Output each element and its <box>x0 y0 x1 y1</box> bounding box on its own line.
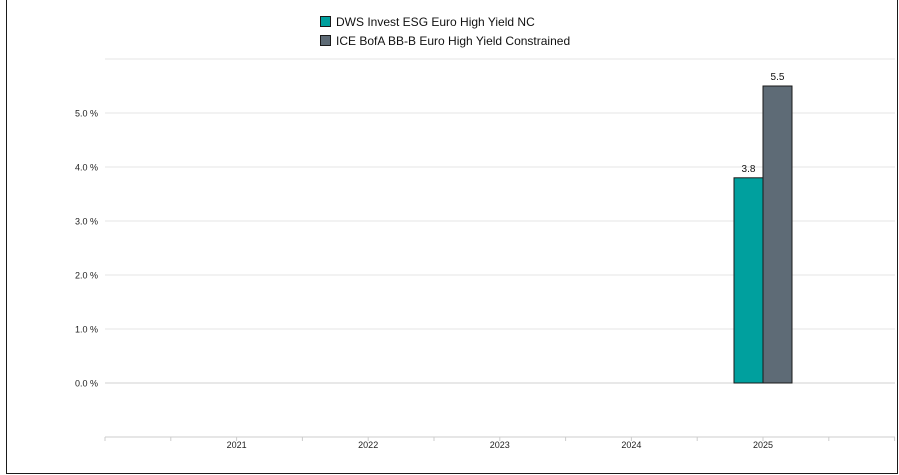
y-tick-label-2: 2.0 % <box>75 271 98 281</box>
legend-label-benchmark: ICE BofA BB-B Euro High Yield Constraine… <box>336 33 571 48</box>
y-tick-label-1: 1.0 % <box>75 325 98 335</box>
legend-swatch-fund <box>320 16 331 27</box>
legend-item-benchmark[interactable]: ICE BofA BB-B Euro High Yield Constraine… <box>320 31 570 50</box>
legend-label-fund: DWS Invest ESG Euro High Yield NC <box>336 14 535 29</box>
legend: DWS Invest ESG Euro High Yield NC ICE Bo… <box>320 12 570 50</box>
y-tick-label-4: 4.0 % <box>75 163 98 173</box>
bar-2025-series-0 <box>733 177 764 384</box>
x-tick-label-2025: 2025 <box>753 440 773 450</box>
y-tick-label-5: 5.0 % <box>75 109 98 119</box>
data-label-2025-series-0: 3.8 <box>742 164 756 175</box>
x-tick-label-2021: 2021 <box>227 440 247 450</box>
bar-2025-series-1 <box>762 85 793 384</box>
x-tick-label-2024: 2024 <box>621 440 641 450</box>
x-tick-label-2023: 2023 <box>490 440 510 450</box>
legend-swatch-benchmark <box>320 35 331 46</box>
y-tick-label-0: 0.0 % <box>75 379 98 389</box>
x-tick-label-2022: 2022 <box>358 440 378 450</box>
data-label-2025-series-1: 5.5 <box>771 72 785 83</box>
y-tick-label-3: 3.0 % <box>75 217 98 227</box>
legend-item-fund[interactable]: DWS Invest ESG Euro High Yield NC <box>320 12 570 31</box>
